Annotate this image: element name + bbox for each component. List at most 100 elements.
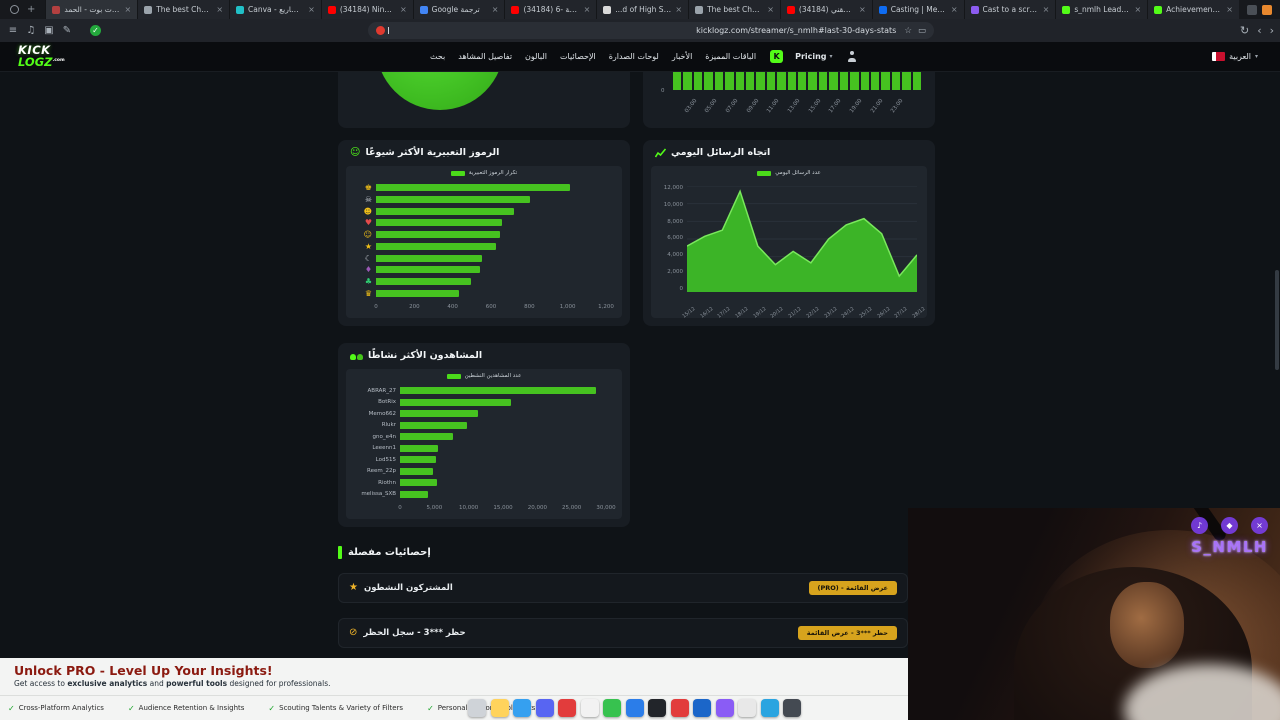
heading-text: إحصائيات مفصلة: [348, 547, 431, 558]
bar: [400, 398, 511, 406]
axis-tick-label: 24/12: [840, 306, 856, 320]
nav-item-viewer-details[interactable]: تفاصيل المشاهد: [458, 52, 513, 61]
refresh-icon[interactable]: ↻: [1239, 24, 1250, 37]
tab-favicon: [695, 5, 704, 14]
misc-icon[interactable]: [783, 699, 801, 717]
player-icon[interactable]: ♫: [26, 25, 36, 36]
browser-tab[interactable]: ...d of High School×: [596, 0, 689, 19]
scrollbar-thumb[interactable]: [1275, 270, 1279, 370]
whatsapp-icon[interactable]: [603, 699, 621, 717]
nav-item-search[interactable]: بحث: [430, 52, 446, 61]
axis-tick-label: 10,000: [459, 505, 479, 511]
bar-track: [376, 231, 606, 239]
tab-close-icon[interactable]: ×: [308, 5, 315, 14]
tab-close-icon[interactable]: ×: [1226, 5, 1233, 14]
browser-tab[interactable]: Canva - المشاريع ×: [229, 0, 321, 19]
obs-icon[interactable]: [648, 699, 666, 717]
stream-icon[interactable]: [715, 699, 734, 717]
nav-item-news[interactable]: الأخبار: [671, 52, 693, 61]
stat-row[interactable]: ⊘ حظر ***3 - سجل الحظر حظر ***3 - عرض القا…: [338, 618, 908, 648]
tab-close-icon[interactable]: ×: [1134, 5, 1142, 14]
chart-bar-row: Memo662: [354, 409, 606, 418]
badge-button-icon[interactable]: ◆: [1221, 517, 1238, 534]
axis-tick-label: 20/12: [769, 306, 785, 320]
browser-logo-icon[interactable]: [10, 5, 19, 14]
mail-icon[interactable]: [693, 699, 711, 717]
browser-tab[interactable]: s_nmlh LeaderBoard | T ×: [1055, 0, 1148, 19]
url-text[interactable]: kicklogz.com/streamer/s_nmlh#last-30-day…: [696, 26, 897, 35]
tab-favicon: [144, 5, 153, 14]
music-button-icon[interactable]: ♪: [1191, 517, 1208, 534]
browser-tab[interactable]: (34184) طاقي ما طقني ×: [779, 0, 872, 19]
files-icon[interactable]: [468, 699, 486, 717]
nav-item-statistics[interactable]: الإحصائيات: [560, 52, 596, 61]
tab-close-icon[interactable]: ×: [950, 5, 958, 14]
chart-bar-row: BotRix: [354, 398, 606, 407]
bookmark-icon[interactable]: ☆: [904, 25, 912, 36]
close-button-icon[interactable]: ×: [1251, 517, 1268, 534]
pro-badge[interactable]: عرض القائمة - (PRO): [808, 581, 897, 595]
telegram-icon[interactable]: [760, 699, 779, 717]
youtube-icon[interactable]: [670, 699, 689, 717]
tab-close-icon[interactable]: ×: [124, 5, 132, 14]
account-icon[interactable]: [847, 51, 858, 62]
axis-tick-label: 30,000: [596, 505, 616, 511]
browser-tab[interactable]: Casting | Meta Horizon×: [871, 0, 964, 19]
browser-icon[interactable]: [513, 699, 531, 717]
back-icon[interactable]: ‹: [1257, 24, 1262, 37]
pricing-menu[interactable]: Pricing ▾: [795, 52, 832, 61]
browser-tab[interactable]: الشات بوت - الحمد ×: [45, 0, 138, 19]
browser-tab[interactable]: Achievements - Kick Be ×: [1147, 0, 1239, 19]
sidebar-toggle-icon[interactable]: ≡: [8, 25, 18, 36]
notes-icon[interactable]: [580, 699, 599, 717]
axis-tick-label: 11:00: [766, 98, 781, 115]
extension-tab-icon[interactable]: [1262, 4, 1272, 15]
nav-item-leaderboards[interactable]: لوحات الصدارة: [608, 52, 659, 61]
discord-icon[interactable]: [535, 699, 554, 717]
nav-item-balloon[interactable]: البالون: [525, 52, 548, 61]
axis-tick-label: 26/12: [876, 306, 892, 320]
tab-close-icon[interactable]: ×: [216, 5, 224, 14]
forward-icon[interactable]: ›: [1269, 24, 1274, 37]
snapshot-icon[interactable]: ▣: [44, 25, 54, 36]
language-selector[interactable]: العربية ▾: [1212, 52, 1258, 61]
browser-tab[interactable]: Google ترجمة ×: [412, 0, 505, 19]
bar: [376, 231, 500, 239]
browser-tab[interactable]: Cast to a screen with M×: [963, 0, 1056, 19]
tab-close-icon[interactable]: ×: [583, 5, 591, 14]
send-to-device-icon[interactable]: ▭: [917, 25, 926, 36]
stat-row[interactable]: ★ المشتركون النشطون عرض القائمة - (PRO): [338, 573, 908, 603]
browser-tab[interactable]: The best ChatBot and Wi ×: [137, 0, 230, 19]
tab-close-icon[interactable]: ×: [491, 5, 499, 14]
trend-y-labels: 12,000 10,000 8,000 6,000 4,000 2,000 0: [655, 185, 683, 292]
app-blue-icon[interactable]: [625, 699, 644, 717]
kick-icon[interactable]: K: [770, 50, 784, 63]
page-scrollbar[interactable]: [1274, 44, 1279, 656]
tab-close-icon[interactable]: ×: [859, 5, 866, 14]
media-red-icon[interactable]: [558, 699, 576, 717]
nav-item-premium-packages[interactable]: الباقات المميزة: [705, 52, 757, 61]
adblock-extension-icon[interactable]: ✓: [90, 25, 101, 36]
tab-title: The best ChatBot and Wi: [156, 5, 212, 14]
tab-search-icon[interactable]: [1247, 4, 1257, 15]
browser-tab[interactable]: The best ChatBot and ×: [688, 0, 780, 19]
feature-item: ✓ Personal Customizable Lists: [427, 704, 535, 713]
easy-setup-icon[interactable]: ✎: [62, 25, 72, 36]
feature-label: Scouting Talents & Variety of Filters: [279, 704, 404, 712]
settings-icon[interactable]: [738, 699, 756, 717]
tab-close-icon[interactable]: ×: [675, 5, 683, 14]
browser-tab[interactable]: (34184) سالي الحلقة -6 ×: [504, 0, 597, 19]
tab-close-icon[interactable]: ×: [767, 5, 774, 14]
tab-close-icon[interactable]: ×: [1042, 5, 1050, 14]
browser-tab[interactable]: (34184) Nina Simone -×: [320, 0, 413, 19]
tab-close-icon[interactable]: ×: [399, 5, 407, 14]
tab-strip-extras: [1239, 4, 1280, 15]
kicklogz-logo[interactable]: KICK LOGZ.com: [18, 44, 138, 68]
new-tab-icon[interactable]: +: [27, 4, 36, 15]
pro-badge[interactable]: حظر ***3 - عرض القائمة: [797, 626, 897, 640]
address-bar[interactable]: kicklogz.com/streamer/s_nmlh#last-30-day…: [368, 22, 934, 39]
recording-indicator-icon[interactable]: [376, 26, 389, 35]
folder-icon[interactable]: [490, 699, 509, 717]
trend-plot: [687, 186, 917, 292]
bar: [400, 387, 597, 394]
